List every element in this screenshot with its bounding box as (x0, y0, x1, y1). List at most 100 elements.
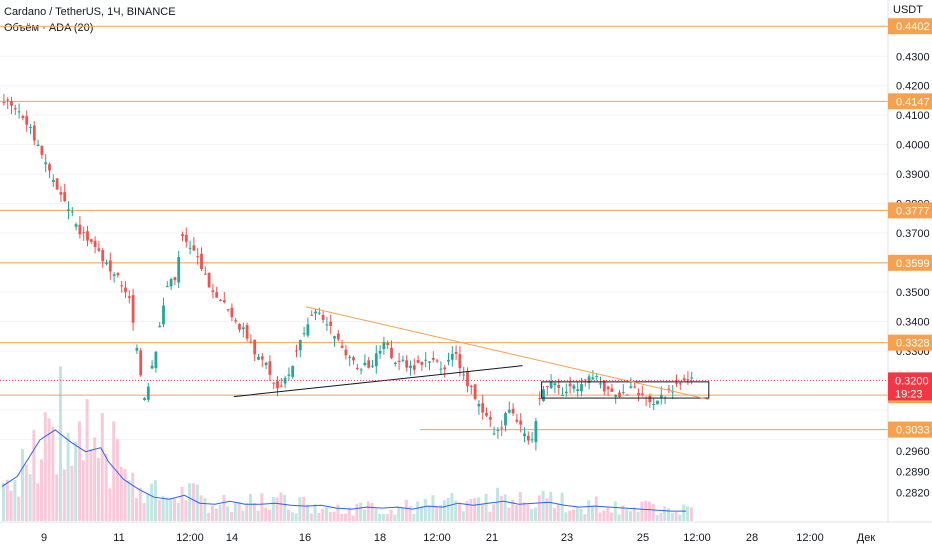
volume-bar (36, 483, 40, 521)
volume-bar (287, 509, 290, 521)
volume-bar (214, 508, 218, 521)
candle-body (488, 416, 492, 420)
volume-bar (613, 501, 617, 521)
time-tick-label: 9 (41, 532, 47, 544)
candle-body (412, 365, 416, 370)
volume-bar (382, 513, 385, 521)
candle-body (165, 286, 169, 288)
volume-bar (294, 513, 298, 521)
candle-body (245, 325, 249, 339)
volume-bar (484, 493, 488, 521)
candle-body (215, 292, 219, 298)
volume-bar (78, 421, 81, 521)
volume-bar (579, 508, 583, 521)
volume-bar (165, 497, 169, 521)
volume-bar (465, 501, 469, 521)
volume-bar (629, 511, 632, 521)
candle-body (485, 412, 488, 416)
candle-body (192, 245, 196, 251)
volume-bar (150, 483, 154, 521)
volume-bar (313, 504, 317, 521)
volume-bar (423, 498, 427, 521)
volume-bar (416, 501, 420, 521)
candle-body (219, 299, 222, 301)
candle-body (606, 386, 610, 390)
volume-bar (439, 505, 442, 521)
volume-bar (587, 500, 591, 521)
candle-body (443, 367, 447, 370)
range-box[interactable] (541, 381, 710, 399)
candle-body (158, 325, 162, 328)
candle-body (690, 377, 694, 379)
time-tick-label: 12:00 (683, 532, 711, 544)
volume-bar (116, 439, 119, 521)
trendlines[interactable] (233, 306, 709, 401)
candle-body (656, 400, 659, 405)
candle-body (36, 144, 40, 146)
volume-indicator-label[interactable]: Объём · ADA (20) (4, 22, 94, 34)
time-axis[interactable]: 9 11 12:00 14 16 18 12:00 21 23 25 12:00 28 12:00 Дек (41, 532, 875, 544)
volume-bar (135, 498, 138, 521)
volume-bar (5, 479, 9, 521)
volume-bar (458, 502, 461, 521)
candle-body (70, 211, 74, 213)
volume-bar (55, 474, 59, 521)
candle-body (534, 421, 538, 443)
price-tick-label: 0.4300 (896, 51, 930, 63)
volume-bar (161, 495, 165, 521)
candle-body (306, 324, 310, 336)
candle-body (314, 311, 317, 314)
volume-bar (435, 506, 439, 521)
volume-bar (43, 412, 47, 521)
candle-body (124, 287, 127, 293)
candle-body (519, 420, 523, 425)
volume-bar (154, 480, 157, 521)
candle-body (51, 180, 55, 182)
candle-body (116, 273, 120, 276)
volume-bar (359, 502, 363, 521)
volume-bar (591, 505, 594, 521)
candle-body (276, 381, 279, 389)
volume-bar (97, 457, 100, 521)
candles (2, 93, 694, 451)
candle-body (135, 347, 139, 351)
price-tick-label: 0.4200 (896, 81, 930, 93)
candle-body (420, 361, 424, 365)
candle-body (625, 394, 629, 396)
volume-bar (537, 495, 541, 521)
time-tick-label: 12:00 (423, 532, 451, 544)
candle-body (610, 388, 614, 392)
volume-bar (401, 507, 404, 521)
volume-bar (530, 509, 534, 521)
candle-body (336, 333, 340, 340)
volume-bar (108, 488, 112, 521)
volume-bar (648, 501, 651, 521)
volume-bar (218, 504, 222, 521)
candle-body (264, 362, 268, 366)
volume-bar (230, 512, 233, 521)
candle-body (678, 383, 682, 385)
candle-body (108, 260, 112, 272)
volume-bar (625, 509, 629, 521)
volume-bar (545, 498, 549, 521)
level-tag (888, 93, 932, 110)
volume-bar (534, 507, 537, 521)
symbol-title[interactable]: Cardano / TetherUS, 1Ч, BINANCE (4, 6, 176, 18)
candle-body (169, 279, 173, 287)
candle-body (355, 367, 359, 369)
candle-body (257, 356, 260, 360)
volume-bar (507, 507, 511, 521)
volume-bar (336, 504, 340, 521)
candle-body (143, 398, 146, 400)
candle-body (359, 369, 363, 371)
volume-bar (192, 483, 195, 521)
candle-body (591, 377, 595, 380)
volume-bar (397, 506, 401, 521)
price-axis[interactable]: 0.43000.42000.41000.40000.39000.38000.37… (896, 51, 930, 499)
candle-body (629, 386, 633, 388)
volume-bar (568, 510, 572, 521)
candle-body (367, 360, 371, 368)
volume-bar (682, 504, 686, 521)
candle-body (686, 379, 690, 381)
